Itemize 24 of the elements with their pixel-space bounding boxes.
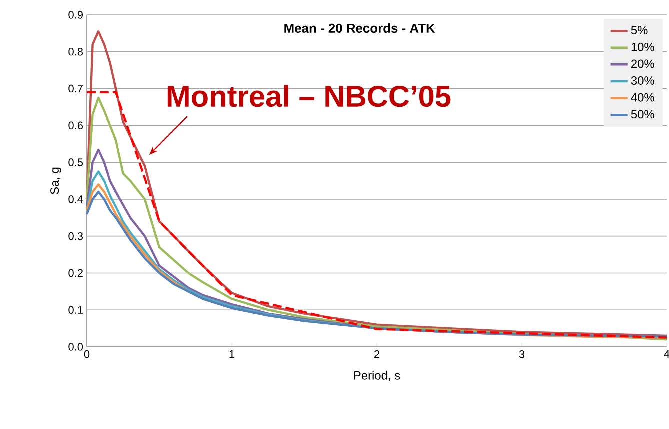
legend-label: 50% — [631, 110, 654, 119]
legend-label: 30% — [631, 76, 654, 86]
x-axis-title: Period, s — [354, 371, 400, 382]
text: Mean - 20 Records - ATK — [284, 23, 436, 34]
y-tick-label: 0.8 — [68, 48, 83, 56]
legend-label: 40% — [631, 93, 654, 102]
x-tick-label: 0 — [84, 350, 90, 358]
y-tick-label: 0.1 — [68, 306, 83, 314]
series-label: Montreal – NBCC’05 — [168, 85, 451, 108]
y-tick-label: 0.5 — [68, 158, 84, 166]
y-tick-label: 0.2 — [68, 269, 83, 278]
legend-label: 5% — [631, 26, 648, 35]
y-tick-label: 0.4 — [68, 196, 84, 204]
y-tick-label: 0.9 — [68, 11, 83, 19]
y-tick-label: 0.7 — [68, 84, 83, 93]
x-tick-label: 2 — [374, 350, 380, 358]
x-tick-label: 1 — [230, 350, 235, 358]
y-tick-label: 0.0 — [68, 343, 84, 351]
y-tick-label: 0.3 — [68, 232, 83, 240]
y-axis-title: Sa, g — [50, 168, 62, 194]
x-tick-label: 3 — [519, 350, 525, 358]
y-tick-label: 0.6 — [68, 122, 83, 130]
legend-label: 20% — [632, 60, 654, 68]
legend-label: 10% — [632, 42, 654, 52]
